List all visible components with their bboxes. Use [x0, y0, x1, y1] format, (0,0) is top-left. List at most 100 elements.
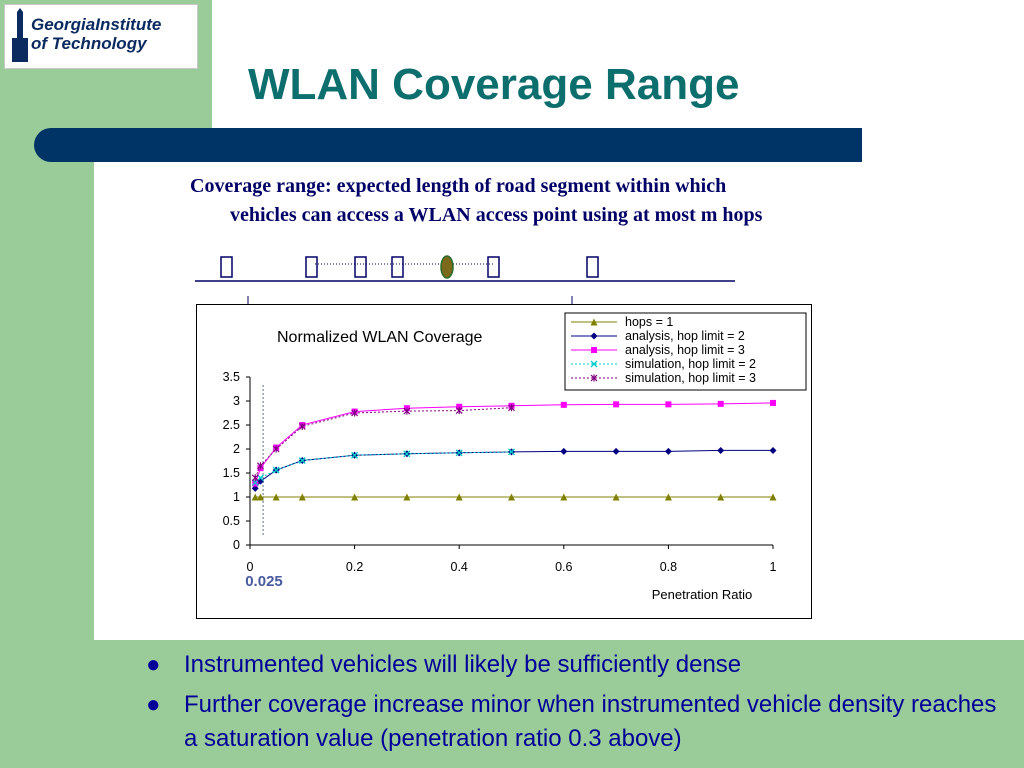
annotation-label: 0.025 [245, 573, 283, 590]
data-point [560, 493, 568, 501]
bullet-item: ● Further coverage increase minor when in… [146, 688, 1006, 756]
road-diagram [195, 255, 735, 306]
data-point [251, 484, 259, 492]
data-point [252, 480, 259, 487]
definition-text: Coverage range: expected length of road … [190, 172, 930, 230]
data-point [717, 493, 725, 501]
data-point [351, 493, 359, 501]
title-bar [34, 128, 862, 162]
series-line [254, 449, 773, 489]
tower-icon [12, 8, 28, 62]
vehicle-icon [586, 256, 599, 278]
data-point [272, 445, 280, 453]
coverage-chart: Normalized WLAN Coverage 0 0.5 1 1.5 2 2.5 3 3.5… [223, 312, 807, 602]
y-tick-label: 2.5 [223, 418, 240, 432]
data-point [770, 399, 776, 406]
data-point [403, 407, 411, 415]
data-point [560, 447, 568, 455]
data-point [769, 493, 777, 501]
x-tick-label: 0.8 [660, 560, 677, 574]
data-point [403, 493, 411, 501]
data-point [508, 404, 515, 412]
vehicle-icon [305, 256, 318, 278]
bullet-dot-icon: ● [146, 691, 161, 718]
x-tick-label: 0.2 [346, 560, 363, 574]
data-point [508, 493, 515, 501]
data-point [257, 462, 264, 470]
legend-marker [590, 360, 598, 368]
data-point [455, 407, 463, 415]
y-tick-label: 3 [233, 394, 240, 408]
data-point [717, 446, 725, 454]
legend-label: analysis, hop limit = 2 [625, 329, 745, 343]
data-point [769, 446, 777, 454]
data-point [251, 474, 259, 482]
bullet-list: ● Instrumented vehicles will likely be su… [146, 648, 1006, 762]
legend-label: simulation, hop limit = 2 [625, 357, 756, 371]
access-point-icon [440, 255, 454, 279]
bullet-dot-icon: ● [146, 651, 161, 678]
definition-line1: Coverage range: expected length of road … [190, 175, 727, 197]
data-point [298, 422, 306, 430]
georgia-tech-logo: GeorgiaInstitute of Technology [4, 4, 198, 69]
data-point [298, 457, 306, 464]
data-point [456, 403, 463, 410]
data-point [272, 493, 280, 501]
data-point [508, 448, 515, 456]
data-point [455, 493, 463, 501]
x-tick-label: 0.6 [555, 560, 572, 574]
vehicle-icon [220, 256, 233, 278]
vehicle-icon [487, 256, 500, 278]
legend-marker [591, 347, 597, 353]
data-point [256, 493, 264, 501]
bullet-text: Instrumented vehicles will likely be suf… [184, 651, 742, 678]
mid-band [0, 162, 94, 640]
data-point [664, 447, 672, 455]
definition-line2: vehicles can access a WLAN access point … [230, 204, 763, 226]
legend-marker [590, 332, 598, 340]
legend-marker [590, 318, 598, 326]
data-point [298, 493, 306, 501]
vehicle-icon [354, 256, 367, 278]
data-point [351, 451, 359, 459]
logo-line2: of Technology [31, 34, 147, 53]
y-tick-label: 2 [233, 442, 240, 456]
data-point [612, 493, 620, 501]
data-point [351, 409, 359, 417]
page-title: WLAN Coverage Range [248, 60, 740, 109]
legend-marker [590, 374, 598, 382]
x-tick-label: 1 [770, 560, 777, 574]
logo-line1: GeorgiaInstitute [31, 15, 162, 34]
data-point [455, 449, 463, 457]
y-tick-label: 3.5 [223, 370, 240, 384]
data-point [664, 493, 672, 501]
x-tick-label: 0 [247, 560, 254, 574]
data-point [613, 401, 620, 408]
legend-label: simulation, hop limit = 3 [625, 371, 756, 385]
data-point [612, 447, 620, 455]
bullet-item: ● Instrumented vehicles will likely be su… [146, 648, 1006, 682]
x-tick-label: 0.4 [451, 560, 468, 574]
legend-label: hops = 1 [625, 315, 673, 329]
legend-box [564, 312, 807, 391]
legend-label: analysis, hop limit = 3 [625, 343, 745, 357]
vehicle-icon [391, 256, 404, 278]
chart-frame: Normalized WLAN Coverage 0 0.5 1 1.5 2 2.5 3 3.5… [196, 304, 812, 619]
data-point [560, 401, 567, 408]
data-point [251, 493, 259, 501]
bullet-text: Further coverage increase minor when ins… [184, 691, 997, 752]
data-point [403, 450, 411, 458]
y-tick-label: 0 [233, 538, 240, 552]
data-point [665, 401, 672, 408]
x-axis-label: Penetration Ratio [652, 587, 752, 602]
series-line [254, 407, 512, 479]
y-tick-label: 1 [233, 490, 240, 504]
data-point [717, 400, 724, 407]
data-point [272, 466, 280, 474]
chart-title: Normalized WLAN Coverage [277, 329, 483, 346]
y-tick-label: 0.5 [223, 514, 240, 528]
series-line [254, 402, 774, 484]
data-point [257, 474, 264, 482]
series-line [254, 451, 512, 483]
bottom-band [0, 640, 1024, 768]
